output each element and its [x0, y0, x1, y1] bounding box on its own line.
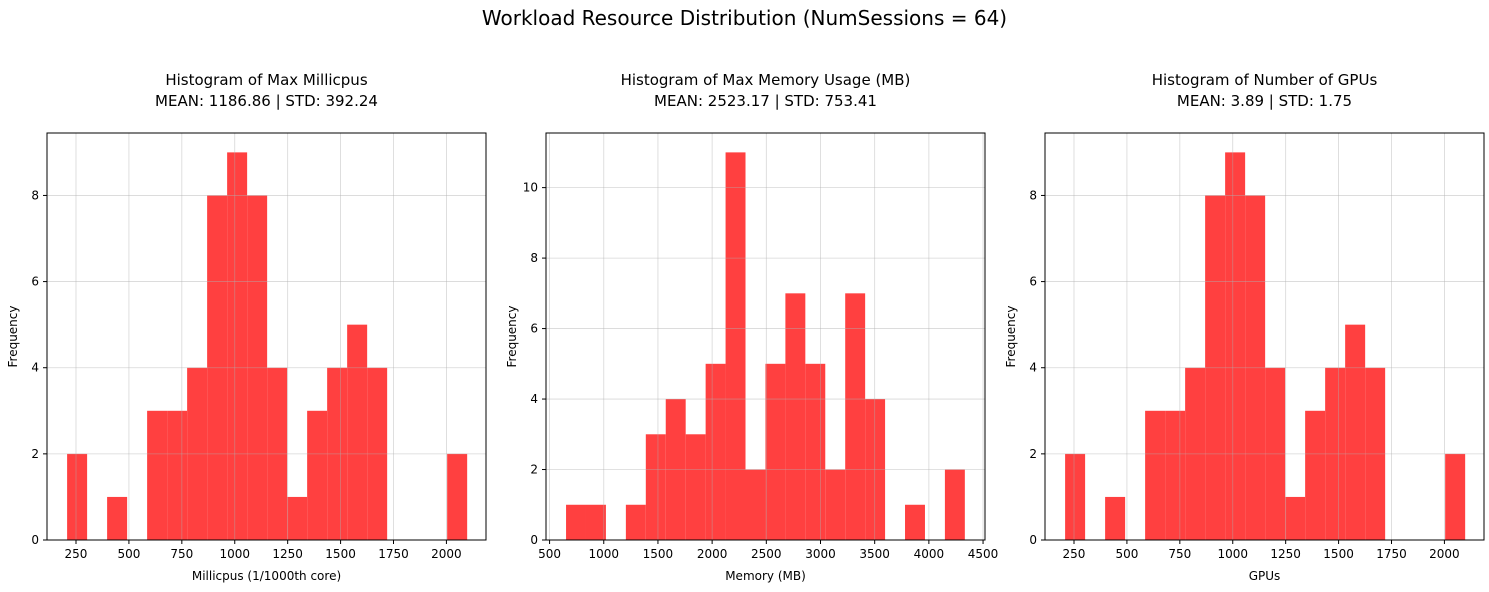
chart-panel-2: 500 1000 1500 2000 2500 3000 3500 4000 4500 0 2 4 6 8… [505, 71, 998, 583]
plot-frame [1044, 132, 1485, 541]
histogram-bar [1445, 453, 1466, 540]
histogram-bar [107, 496, 128, 540]
x-tick-label: 1000 [219, 547, 250, 561]
y-tick-label: 0 [31, 533, 39, 547]
histogram-bar [1145, 410, 1166, 540]
histogram-bar [227, 152, 248, 540]
chart-stats-subtitle: MEAN: 3.89 | STD: 1.75 [1177, 92, 1352, 110]
y-tick-label: 8 [1029, 188, 1037, 202]
x-tick-label: 750 [170, 547, 193, 561]
y-tick-label: 10 [523, 181, 538, 195]
histogram-bar [1225, 152, 1246, 540]
histogram-bar [347, 324, 368, 540]
x-tick-label: 1250 [272, 547, 303, 561]
x-axis-label: GPUs [1249, 569, 1281, 583]
x-tick-label: 750 [1168, 547, 1191, 561]
histogram-bar [944, 469, 965, 540]
plot-frame [545, 132, 986, 541]
x-tick-label: 2500 [751, 547, 782, 561]
y-axis-label: Frequency [6, 306, 20, 368]
x-tick-label: 1500 [325, 547, 356, 561]
histogram-bar [845, 293, 866, 540]
histogram-bar [167, 410, 188, 540]
x-tick-label: 2000 [697, 547, 728, 561]
x-tick-label: 250 [65, 547, 88, 561]
histogram-bar [147, 410, 168, 540]
histogram-bar [705, 363, 726, 540]
histogram-bar [566, 504, 586, 540]
chart-stats-subtitle: MEAN: 2523.17 | STD: 753.41 [654, 92, 877, 110]
histogram-bar [825, 469, 846, 540]
chart-title: Histogram of Number of GPUs [1152, 71, 1378, 89]
x-tick-label: 1000 [1217, 547, 1248, 561]
x-tick-label: 3500 [859, 547, 890, 561]
histogram-bar [1105, 496, 1126, 540]
x-tick-label: 500 [1115, 547, 1138, 561]
figure-title: Workload Resource Distribution (NumSessi… [481, 6, 1008, 30]
histogram-bar [307, 410, 328, 540]
x-tick-label: 1750 [1376, 547, 1407, 561]
histogram-bar [625, 504, 646, 540]
x-tick-label: 2000 [431, 547, 462, 561]
histogram-bar [67, 453, 88, 540]
histogram-bar [1305, 410, 1326, 540]
histogram-bar [725, 152, 746, 540]
x-axis-label: Memory (MB) [725, 569, 806, 583]
plot-frame [46, 132, 487, 541]
histogram-bar [287, 496, 308, 540]
histogram-bar [745, 469, 766, 540]
y-tick-label: 8 [530, 251, 538, 265]
histogram-bar [1065, 453, 1086, 540]
x-tick-label: 1750 [378, 547, 409, 561]
histogram-bar [805, 363, 826, 540]
histogram-bar [447, 453, 468, 540]
x-tick-label: 4500 [968, 547, 999, 561]
histogram-bar [1345, 324, 1366, 540]
y-tick-label: 0 [1029, 533, 1037, 547]
x-tick-label: 500 [538, 547, 561, 561]
histogram-bar [1165, 410, 1186, 540]
y-tick-label: 2 [530, 463, 538, 477]
histogram-bar [585, 504, 606, 540]
y-tick-label: 6 [31, 275, 39, 289]
y-tick-label: 8 [31, 188, 39, 202]
x-tick-label: 250 [1063, 547, 1086, 561]
x-axis-label: Millicpus (1/1000th core) [192, 569, 341, 583]
x-tick-label: 1000 [588, 547, 619, 561]
chart-panel-3: 250 500 750 1000 1250 1500 1750 2000 0 2 4 6 8 GPUs Fr… [1004, 71, 1485, 583]
x-tick-label: 1500 [1323, 547, 1354, 561]
y-axis-label: Frequency [505, 306, 519, 368]
y-tick-label: 4 [31, 361, 39, 375]
y-tick-label: 6 [530, 322, 538, 336]
chart-stats-subtitle: MEAN: 1186.86 | STD: 392.24 [155, 92, 378, 110]
chart-title: Histogram of Max Memory Usage (MB) [621, 71, 911, 89]
y-tick-label: 6 [1029, 275, 1037, 289]
histogram-bar [905, 504, 925, 540]
histogram-bar [685, 434, 706, 540]
y-tick-label: 4 [1029, 361, 1037, 375]
histogram-bar [645, 434, 666, 540]
y-tick-label: 0 [530, 533, 538, 547]
x-tick-label: 3000 [805, 547, 836, 561]
chart-title: Histogram of Max Millicpus [165, 71, 367, 89]
x-tick-label: 500 [117, 547, 140, 561]
x-tick-label: 1250 [1270, 547, 1301, 561]
x-tick-label: 1500 [643, 547, 674, 561]
x-tick-label: 4000 [914, 547, 945, 561]
chart-panel-1: 250 500 750 1000 1250 1500 1750 2000 0 2 4 6 8 Millic… [6, 71, 487, 583]
y-axis-label: Frequency [1004, 306, 1018, 368]
x-tick-label: 2000 [1429, 547, 1460, 561]
histogram-bar [785, 293, 806, 540]
y-tick-label: 2 [31, 447, 39, 461]
histogram-bar [1285, 496, 1306, 540]
y-tick-label: 4 [530, 392, 538, 406]
histogram-bar [765, 363, 786, 540]
y-tick-label: 2 [1029, 447, 1037, 461]
